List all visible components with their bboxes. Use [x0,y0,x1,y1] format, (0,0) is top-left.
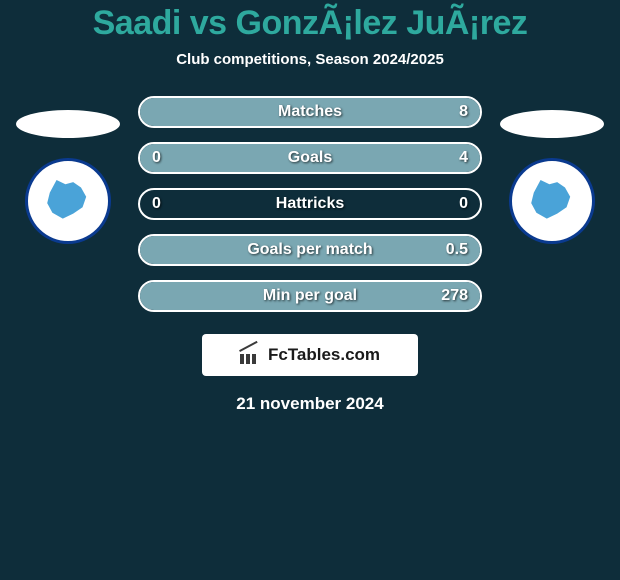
stat-label: Min per goal [263,287,357,305]
club-map-icon [42,180,94,222]
player2-photo-placeholder [500,110,604,138]
stat-value-left: 0 [152,149,180,167]
player1-club-badge [25,158,111,244]
date-label: 21 november 2024 [0,394,620,414]
player2-club-badge [509,158,595,244]
brand-text: FcTables.com [268,345,380,365]
chart-icon [240,346,262,364]
stat-row: 0 Hattricks 0 [138,188,482,220]
stat-value-left: 0 [152,195,180,213]
stat-row: 0 Goals 4 [138,142,482,174]
player2-column [492,110,612,244]
club-map-icon [526,180,578,222]
stat-row: Goals per match 0.5 [138,234,482,266]
stat-value-right: 0.5 [440,241,468,259]
stat-label: Goals [288,149,332,167]
comparison-card: Saadi vs GonzÃ¡lez JuÃ¡rez Club competit… [0,0,620,580]
stat-label: Matches [278,103,342,121]
player1-column [8,110,128,244]
stat-value-right: 278 [440,287,468,305]
page-subtitle: Club competitions, Season 2024/2025 [0,51,620,68]
stat-label: Goals per match [247,241,372,259]
stat-row: Matches 8 [138,96,482,128]
stat-label: Hattricks [276,195,344,213]
player1-photo-placeholder [16,110,120,138]
stat-row: Min per goal 278 [138,280,482,312]
brand-badge: FcTables.com [202,334,418,376]
stat-value-right: 8 [440,103,468,121]
page-title: Saadi vs GonzÃ¡lez JuÃ¡rez [0,4,620,43]
stat-value-right: 0 [440,195,468,213]
stat-value-right: 4 [440,149,468,167]
stats-table: Matches 8 0 Goals 4 0 Hattricks 0 Goals per matc… [138,96,482,312]
